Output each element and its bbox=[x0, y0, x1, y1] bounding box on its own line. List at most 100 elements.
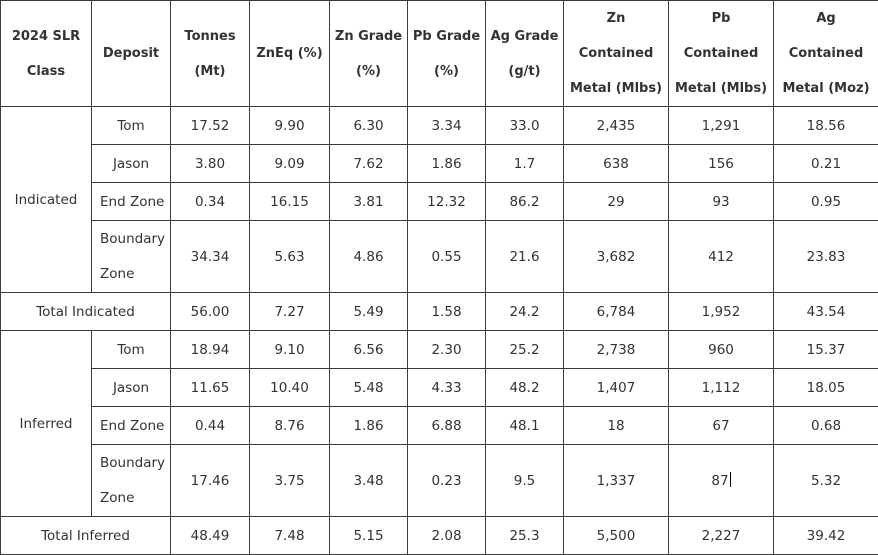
pb-grade-cell: 2.30 bbox=[408, 331, 486, 369]
zn-metal-cell: 1,337 bbox=[564, 445, 669, 517]
zneq-cell: 16.15 bbox=[250, 183, 330, 221]
pb-metal-cell: 412 bbox=[669, 221, 774, 293]
pb-metal-cell: 1,291 bbox=[669, 107, 774, 145]
table-row: Boundary Zone 34.34 5.63 4.86 0.55 21.6 … bbox=[1, 221, 878, 293]
ag-grade-cell: 48.2 bbox=[486, 369, 564, 407]
pb-metal-value: 87 bbox=[711, 473, 728, 489]
pb-grade-cell: 6.88 bbox=[408, 407, 486, 445]
tonnes-cell: 0.34 bbox=[171, 183, 250, 221]
total-row-indicated: Total Indicated 56.00 7.27 5.49 1.58 24.… bbox=[1, 293, 878, 331]
ag-grade-cell: 48.1 bbox=[486, 407, 564, 445]
total-row-inferred: Total Inferred 48.49 7.48 5.15 2.08 25.3… bbox=[1, 517, 878, 555]
tonnes-cell: 17.46 bbox=[171, 445, 250, 517]
ag-metal-cell: 0.21 bbox=[774, 145, 878, 183]
zneq-cell: 10.40 bbox=[250, 369, 330, 407]
tonnes-cell: 18.94 bbox=[171, 331, 250, 369]
pb-metal-cell: 1,952 bbox=[669, 293, 774, 331]
table-row: Jason 3.80 9.09 7.62 1.86 1.7 638 156 0.… bbox=[1, 145, 878, 183]
zn-metal-cell: 18 bbox=[564, 407, 669, 445]
pb-grade-cell: 12.32 bbox=[408, 183, 486, 221]
pb-grade-cell: 1.86 bbox=[408, 145, 486, 183]
zn-metal-cell: 6,784 bbox=[564, 293, 669, 331]
header-ag-grade: Ag Grade (g/t) bbox=[486, 1, 564, 107]
ag-grade-cell: 9.5 bbox=[486, 445, 564, 517]
pb-metal-cell: 960 bbox=[669, 331, 774, 369]
ag-grade-cell: 1.7 bbox=[486, 145, 564, 183]
tonnes-cell: 17.52 bbox=[171, 107, 250, 145]
class-cell-indicated: Indicated bbox=[1, 107, 92, 293]
pb-grade-cell: 1.58 bbox=[408, 293, 486, 331]
header-class: 2024 SLR Class bbox=[1, 1, 92, 107]
ag-metal-cell: 43.54 bbox=[774, 293, 878, 331]
header-zneq: ZnEq (%) bbox=[250, 1, 330, 107]
pb-grade-cell: 2.08 bbox=[408, 517, 486, 555]
header-pb-grade: Pb Grade (%) bbox=[408, 1, 486, 107]
table-row: End Zone 0.34 16.15 3.81 12.32 86.2 29 9… bbox=[1, 183, 878, 221]
header-ag-contained-metal: Ag Contained Metal (Moz) bbox=[774, 1, 878, 107]
zneq-cell: 7.27 bbox=[250, 293, 330, 331]
zn-grade-cell: 7.62 bbox=[330, 145, 408, 183]
ag-metal-cell: 18.05 bbox=[774, 369, 878, 407]
pb-metal-cell: 1,112 bbox=[669, 369, 774, 407]
ag-metal-cell: 23.83 bbox=[774, 221, 878, 293]
tonnes-cell: 3.80 bbox=[171, 145, 250, 183]
deposit-cell: Tom bbox=[92, 331, 171, 369]
zn-grade-cell: 5.15 bbox=[330, 517, 408, 555]
deposit-cell: Boundary Zone bbox=[92, 445, 171, 517]
deposit-cell: End Zone bbox=[92, 407, 171, 445]
deposit-cell: Jason bbox=[92, 145, 171, 183]
zn-grade-cell: 5.49 bbox=[330, 293, 408, 331]
pb-metal-cell: 67 bbox=[669, 407, 774, 445]
tonnes-cell: 0.44 bbox=[171, 407, 250, 445]
zneq-cell: 8.76 bbox=[250, 407, 330, 445]
zn-grade-cell: 5.48 bbox=[330, 369, 408, 407]
ag-metal-cell: 5.32 bbox=[774, 445, 878, 517]
pb-metal-cell[interactable]: 87 bbox=[669, 445, 774, 517]
ag-grade-cell: 25.2 bbox=[486, 331, 564, 369]
tonnes-cell: 34.34 bbox=[171, 221, 250, 293]
header-row: 2024 SLR Class Deposit Tonnes (Mt) ZnEq … bbox=[1, 1, 878, 107]
table-row: Jason 11.65 10.40 5.48 4.33 48.2 1,407 1… bbox=[1, 369, 878, 407]
pb-grade-cell: 4.33 bbox=[408, 369, 486, 407]
zn-metal-cell: 29 bbox=[564, 183, 669, 221]
ag-metal-cell: 0.95 bbox=[774, 183, 878, 221]
zn-metal-cell: 2,738 bbox=[564, 331, 669, 369]
zn-grade-cell: 6.30 bbox=[330, 107, 408, 145]
ag-metal-cell: 0.68 bbox=[774, 407, 878, 445]
zn-grade-cell: 6.56 bbox=[330, 331, 408, 369]
header-tonnes: Tonnes (Mt) bbox=[171, 1, 250, 107]
ag-grade-cell: 25.3 bbox=[486, 517, 564, 555]
tonnes-cell: 48.49 bbox=[171, 517, 250, 555]
ag-grade-cell: 86.2 bbox=[486, 183, 564, 221]
deposit-cell: Jason bbox=[92, 369, 171, 407]
zn-metal-cell: 3,682 bbox=[564, 221, 669, 293]
pb-grade-cell: 0.55 bbox=[408, 221, 486, 293]
header-pb-contained-metal: Pb Contained Metal (Mlbs) bbox=[669, 1, 774, 107]
pb-grade-cell: 3.34 bbox=[408, 107, 486, 145]
zn-grade-cell: 1.86 bbox=[330, 407, 408, 445]
tonnes-cell: 11.65 bbox=[171, 369, 250, 407]
deposit-cell: Tom bbox=[92, 107, 171, 145]
zneq-cell: 7.48 bbox=[250, 517, 330, 555]
pb-metal-cell: 93 bbox=[669, 183, 774, 221]
ag-metal-cell: 15.37 bbox=[774, 331, 878, 369]
zneq-cell: 9.10 bbox=[250, 331, 330, 369]
class-cell-inferred: Inferred bbox=[1, 331, 92, 517]
pb-grade-cell: 0.23 bbox=[408, 445, 486, 517]
zneq-cell: 9.90 bbox=[250, 107, 330, 145]
table-row: Inferred Tom 18.94 9.10 6.56 2.30 25.2 2… bbox=[1, 331, 878, 369]
zneq-cell: 9.09 bbox=[250, 145, 330, 183]
table-row: Boundary Zone 17.46 3.75 3.48 0.23 9.5 1… bbox=[1, 445, 878, 517]
zneq-cell: 5.63 bbox=[250, 221, 330, 293]
zn-grade-cell: 3.81 bbox=[330, 183, 408, 221]
header-zn-contained-metal: Zn Contained Metal (Mlbs) bbox=[564, 1, 669, 107]
ag-metal-cell: 18.56 bbox=[774, 107, 878, 145]
tonnes-cell: 56.00 bbox=[171, 293, 250, 331]
zn-metal-cell: 5,500 bbox=[564, 517, 669, 555]
deposit-cell: End Zone bbox=[92, 183, 171, 221]
pb-metal-cell: 2,227 bbox=[669, 517, 774, 555]
total-label-cell: Total Inferred bbox=[1, 517, 171, 555]
table-row: Indicated Tom 17.52 9.90 6.30 3.34 33.0 … bbox=[1, 107, 878, 145]
zneq-cell: 3.75 bbox=[250, 445, 330, 517]
